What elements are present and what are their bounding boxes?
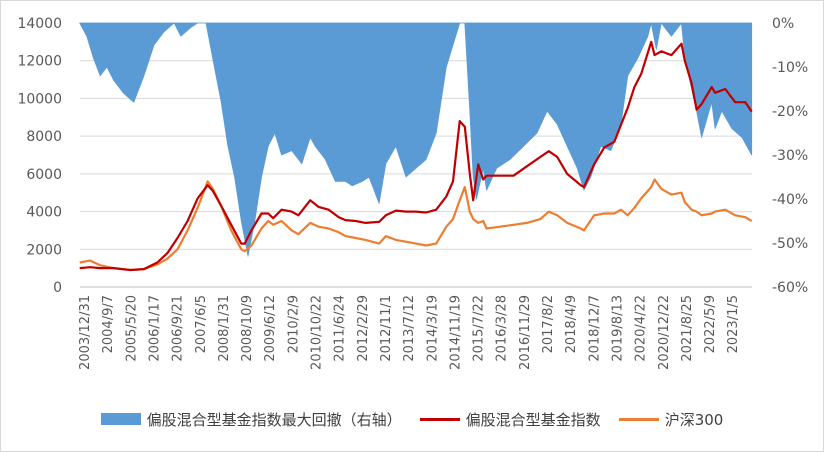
- y-right-tick-label: -20%: [772, 104, 808, 120]
- y-right-tick-label: -10%: [772, 60, 808, 76]
- x-tick-label: 2016/3/28: [495, 295, 510, 362]
- x-tick-label: 2017/8/2: [541, 295, 556, 353]
- drawdown-area: [79, 22, 753, 257]
- x-tick-label: 2008/10/9: [240, 295, 255, 362]
- x-tick-label: 2005/5/20: [124, 295, 139, 362]
- legend-swatch-hs300: [618, 417, 659, 421]
- legend-label-hs300: 沪深300: [664, 410, 724, 429]
- y-right-tick-label: -60%: [772, 280, 808, 296]
- x-tick-label: 2023/1/5: [726, 295, 741, 353]
- legend-swatch-drawdown: [100, 413, 141, 425]
- right-axis-ticks: 0% -10% -20% -30% -40% -50% -60%: [772, 16, 808, 296]
- x-tick-label: 2008/1/31: [217, 295, 232, 362]
- fund-index-line: [79, 40, 753, 272]
- drawdown-area-series: [79, 22, 753, 257]
- y-left-tick-label: 12000: [17, 54, 62, 70]
- x-tick-label: 2020/4/22: [634, 295, 649, 362]
- line-series: [79, 40, 753, 272]
- y-right-tick-label: 0%: [772, 16, 794, 32]
- y-left-tick-label: 2000: [26, 242, 62, 258]
- hs300-line: [79, 178, 753, 272]
- x-tick-label: 2018/12/7: [587, 295, 602, 362]
- legend-label-fund-index: 偏股混合型基金指数: [465, 410, 601, 429]
- y-left-tick-label: 8000: [26, 129, 62, 145]
- x-tick-label: 2003/12/31: [78, 295, 93, 370]
- x-tick-label: 2016/11/29: [518, 295, 533, 370]
- y-left-tick-label: 0: [53, 280, 62, 296]
- x-tick-label: 2019/8/13: [610, 295, 625, 362]
- x-tick-label: 2010/2/9: [286, 295, 301, 353]
- x-axis: 2003/12/31 2004/9/7 2005/5/20 2006/1/17 2006…: [78, 286, 752, 370]
- x-tick-label: 2004/9/7: [101, 295, 116, 353]
- legend-item-hs300: 沪深300: [618, 409, 724, 430]
- y-right-tick-label: -50%: [772, 236, 808, 252]
- x-tick-label: 2021/8/25: [680, 295, 695, 362]
- y-left-tick-label: 6000: [26, 167, 62, 183]
- x-tick-label: 2007/6/5: [194, 295, 209, 353]
- x-tick-label: 2011/6/24: [333, 295, 348, 362]
- legend-item-fund-index: 偏股混合型基金指数: [419, 409, 601, 430]
- x-tick-label: 2014/11/19: [448, 295, 463, 370]
- x-tick-label: 2010/10/22: [310, 295, 325, 370]
- y-right-tick-label: -40%: [772, 192, 808, 208]
- x-tick-label: 2006/9/21: [171, 295, 186, 362]
- legend-swatch-fund-index: [419, 417, 460, 421]
- x-tick-label: 2022/5/9: [703, 295, 718, 353]
- x-tick-label: 2009/6/12: [263, 295, 278, 362]
- x-tick-label: 2018/4/9: [564, 295, 579, 353]
- x-tick-label: 2020/12/22: [657, 295, 672, 370]
- x-tick-label: 2014/3/19: [425, 295, 440, 362]
- x-tick-label: 2012/11/1: [379, 295, 394, 362]
- x-tick-label: 2006/1/17: [147, 295, 162, 362]
- legend-item-drawdown: 偏股混合型基金指数最大回撤（右轴）: [100, 409, 402, 430]
- y-left-tick-label: 4000: [26, 205, 62, 221]
- x-tick-label: 2012/2/29: [356, 295, 371, 362]
- left-axis-ticks: 0 2000 4000 6000 8000 10000 12000 14000: [17, 16, 62, 296]
- x-tick-label: 2013/7/12: [402, 295, 417, 362]
- legend: 偏股混合型基金指数最大回撤（右轴） 偏股混合型基金指数 沪深300: [0, 404, 824, 434]
- y-right-tick-label: -30%: [772, 148, 808, 164]
- x-tick-label: 2015/7/22: [472, 295, 487, 362]
- y-left-tick-label: 10000: [17, 91, 62, 107]
- legend-label-drawdown: 偏股混合型基金指数最大回撤（右轴）: [146, 410, 402, 429]
- y-left-tick-label: 14000: [17, 16, 62, 32]
